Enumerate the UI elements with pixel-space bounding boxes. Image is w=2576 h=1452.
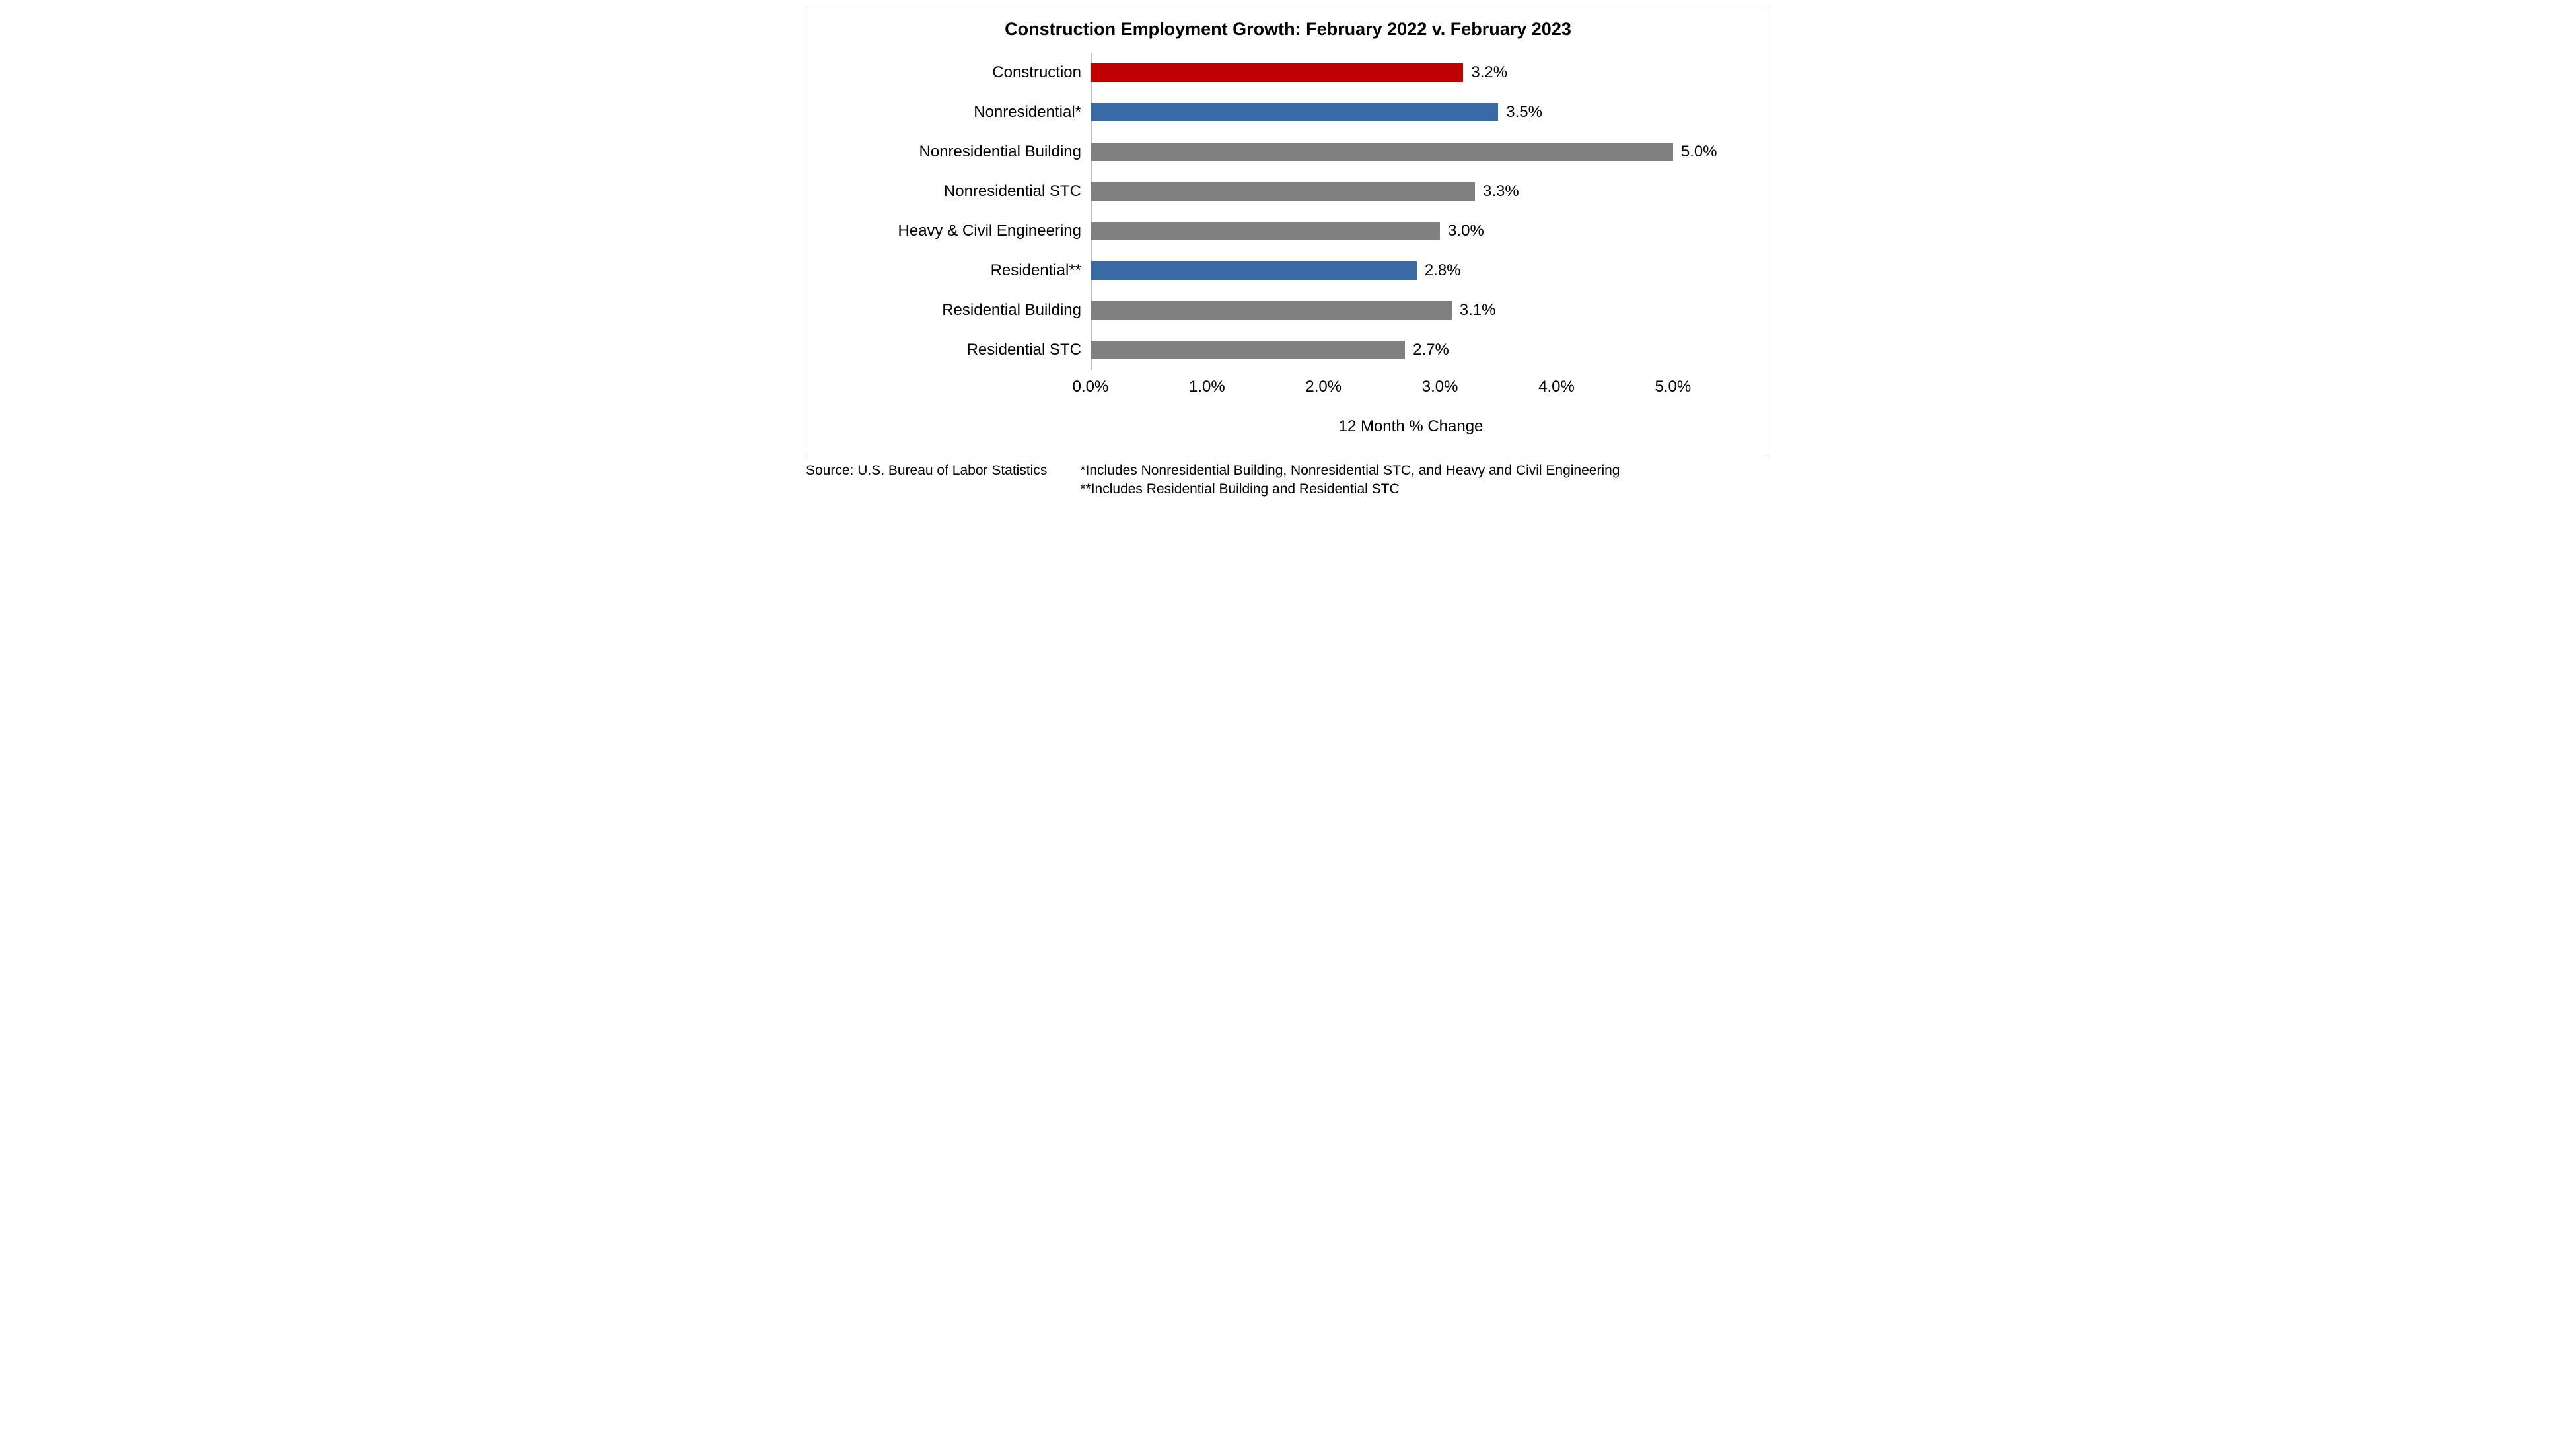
category-label: Nonresidential STC <box>826 182 1091 201</box>
footnote-line-2: Source: U.S. Bureau of Labor Statistics … <box>806 480 1770 499</box>
bar <box>1091 182 1475 201</box>
bar-value-label: 3.2% <box>1463 63 1507 82</box>
bar-value-label: 2.8% <box>1417 261 1461 280</box>
bar <box>1091 103 1498 121</box>
footnote-line-1: Source: U.S. Bureau of Labor Statistics … <box>806 462 1770 480</box>
chart-title: Construction Employment Growth: February… <box>826 19 1750 40</box>
chart-wrapper: Construction Employment Growth: February… <box>806 0 1770 506</box>
bar-cell: 3.0% <box>1091 211 1731 251</box>
footnote-def-2: **Includes Residential Building and Resi… <box>1047 480 1399 499</box>
bar-value-label: 3.5% <box>1498 103 1542 121</box>
plot-area: Construction3.2%Nonresidential*3.5%Nonre… <box>826 53 1750 370</box>
bar-value-label: 2.7% <box>1405 341 1449 359</box>
footnote-def-1: *Includes Nonresidential Building, Nonre… <box>1047 462 1620 480</box>
category-label: Nonresidential Building <box>826 143 1091 161</box>
x-tick-label: 3.0% <box>1422 378 1458 396</box>
bar-value-label: 3.1% <box>1452 301 1496 320</box>
x-tick-label: 5.0% <box>1655 378 1691 396</box>
bar <box>1091 222 1440 240</box>
bar-cell: 3.5% <box>1091 92 1731 132</box>
category-label: Construction <box>826 63 1091 82</box>
x-tick-label: 2.0% <box>1305 378 1342 396</box>
x-axis-ticks: 0.0%1.0%2.0%3.0%4.0%5.0% <box>1091 374 1731 398</box>
bar-cell: 3.3% <box>1091 172 1731 211</box>
bar <box>1091 341 1405 359</box>
bar-row: Nonresidential Building 5.0% <box>826 132 1750 172</box>
x-tick-label: 4.0% <box>1538 378 1575 396</box>
bar-row: Residential STC 2.7% <box>826 330 1750 370</box>
bar-cell: 2.7% <box>1091 330 1731 370</box>
x-tick-label: 0.0% <box>1073 378 1109 396</box>
bar-row: Residential** 2.8% <box>826 251 1750 291</box>
category-label: Residential** <box>826 261 1091 280</box>
footnote-source: Source: U.S. Bureau of Labor Statistics <box>806 462 1047 480</box>
bar-value-label: 5.0% <box>1673 143 1717 161</box>
category-label: Residential Building <box>826 301 1091 320</box>
bar-cell: 2.8% <box>1091 251 1731 291</box>
bar-row: Nonresidential STC 3.3% <box>826 172 1750 211</box>
bar-value-label: 3.3% <box>1475 182 1519 201</box>
bar-row: Construction 3.2% <box>826 53 1750 92</box>
chart-frame: Construction Employment Growth: February… <box>806 7 1770 456</box>
x-tick-label: 1.0% <box>1189 378 1225 396</box>
x-axis-spacer <box>826 374 1091 398</box>
bar <box>1091 143 1673 161</box>
bar-cell: 3.2% <box>1091 53 1731 92</box>
category-label: Heavy & Civil Engineering <box>826 222 1091 240</box>
bar-row: Residential Building 3.1% <box>826 291 1750 330</box>
bar-value-label: 3.0% <box>1440 222 1484 240</box>
bar-cell: 3.1% <box>1091 291 1731 330</box>
bar-row: Nonresidential* 3.5% <box>826 92 1750 132</box>
footnotes: Source: U.S. Bureau of Labor Statistics … <box>806 462 1770 499</box>
category-label: Residential STC <box>826 341 1091 359</box>
category-label: Nonresidential* <box>826 103 1091 121</box>
bars-container: Construction3.2%Nonresidential*3.5%Nonre… <box>826 53 1750 370</box>
x-axis: 0.0% 1.0% 2.0% 3.0% 4.0% 5.0% <box>826 374 1750 398</box>
x-axis-title: 12 Month % Change <box>1091 417 1731 436</box>
bar <box>1091 63 1463 82</box>
bar <box>1091 301 1452 320</box>
bar-cell: 5.0% <box>1091 132 1731 172</box>
bar <box>1091 261 1417 280</box>
bar-row: Heavy & Civil Engineering 3.0% <box>826 211 1750 251</box>
